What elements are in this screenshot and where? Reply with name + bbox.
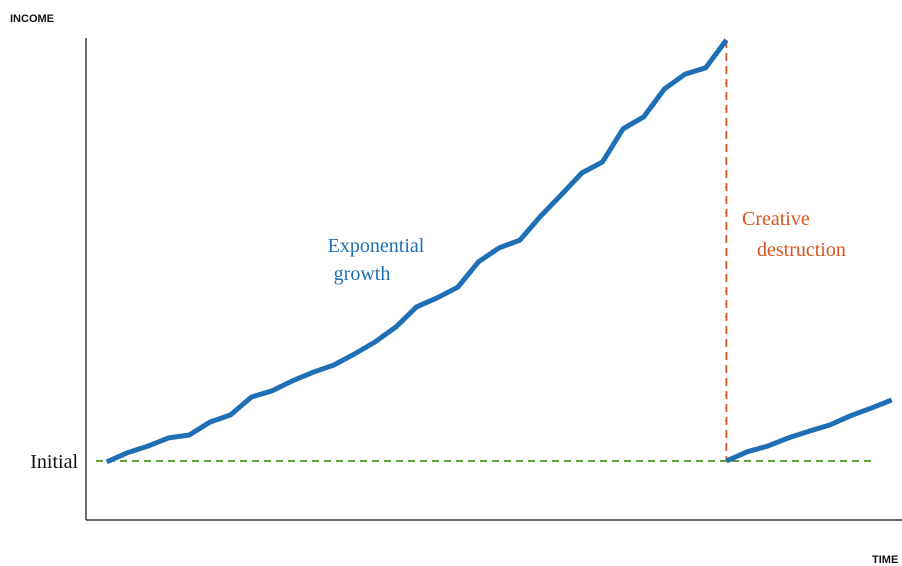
annotation: destruction <box>757 239 846 261</box>
line-series <box>105 38 893 465</box>
annotation: Creative <box>742 208 810 230</box>
annotation: Exponential <box>328 235 425 257</box>
y-tick-label: Initial <box>30 451 78 473</box>
y-axis-title: INCOME <box>10 13 54 25</box>
x-axis-title: TIME <box>872 554 898 566</box>
annotation: growth <box>334 263 391 285</box>
